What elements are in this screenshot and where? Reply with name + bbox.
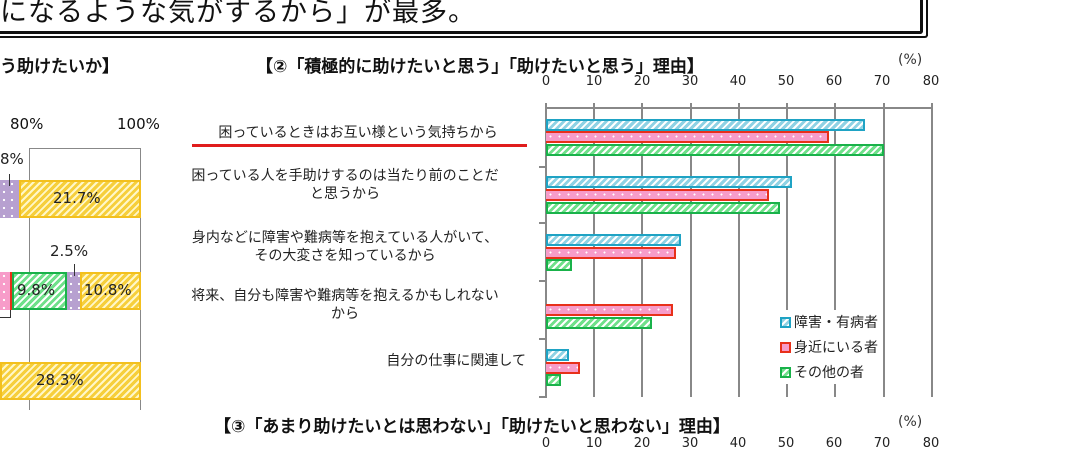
bar-close-group5 xyxy=(546,362,580,374)
tick-label: 10 xyxy=(585,436,603,451)
tick-label: 0 xyxy=(541,74,551,89)
chart1-tick-100: 100% xyxy=(117,115,160,133)
tick-label: 50 xyxy=(777,74,795,89)
frame-border xyxy=(0,28,928,38)
gridline xyxy=(834,103,836,397)
gridline xyxy=(883,103,885,397)
callout-label: 2.5% xyxy=(50,242,89,260)
tick-label: 70 xyxy=(873,436,891,451)
segment-yellow xyxy=(19,180,141,218)
category-text: から xyxy=(331,306,359,322)
frame-border xyxy=(0,24,923,34)
segment-pink xyxy=(0,272,12,310)
bar-other-group2 xyxy=(546,202,780,214)
gridline xyxy=(690,103,692,397)
category-tick xyxy=(539,166,547,168)
tick-label: 70 xyxy=(873,74,891,89)
bar-disabled-group2 xyxy=(546,176,792,188)
gridline xyxy=(931,103,933,397)
tick-label: 80 xyxy=(922,74,940,89)
category-text: 自分の仕事に関連して xyxy=(386,353,526,369)
category-label: 将来、自分も障害や難病等を抱えるかもしれない から xyxy=(160,287,530,323)
category-tick xyxy=(539,396,547,398)
tick-label: 40 xyxy=(729,436,747,451)
legend-swatch-cyan xyxy=(780,316,791,328)
segment-yellow xyxy=(0,362,141,400)
tick-label: 60 xyxy=(825,436,843,451)
segment-purple xyxy=(67,272,80,310)
bar-close-group2 xyxy=(546,189,769,201)
tick-label: 30 xyxy=(681,74,699,89)
legend-label: 障害・有病者 xyxy=(794,315,878,331)
legend-label: 身近にいる者 xyxy=(794,340,878,356)
bar-disabled-group1 xyxy=(546,119,865,131)
tick-label: 10 xyxy=(585,74,603,89)
bar-other-group1 xyxy=(546,144,884,156)
callout-line xyxy=(9,174,10,186)
legend-item-disabled: 障害・有病者 xyxy=(780,312,878,332)
gridline xyxy=(738,103,740,397)
tick-label: 80 xyxy=(922,436,940,451)
bar-disabled-group3 xyxy=(546,234,681,246)
chart2-legend: 障害・有病者 身近にいる者 その他の者 xyxy=(778,310,880,384)
tick-label: 50 xyxy=(777,436,795,451)
callout-line xyxy=(74,264,75,276)
bar-other-group3 xyxy=(546,259,572,271)
bar-close-group1 xyxy=(546,131,829,143)
segment-label: 21.7% xyxy=(53,189,101,207)
tick-label: 20 xyxy=(633,74,651,89)
bar-disabled-group5 xyxy=(546,349,569,361)
legend-swatch-green xyxy=(780,366,791,378)
tick-label: 40 xyxy=(729,74,747,89)
legend-item-close: 身近にいる者 xyxy=(780,337,878,357)
category-text: 困っているときはお互い様という気持ちから xyxy=(218,125,498,141)
segment-label: 28.3% xyxy=(36,371,84,389)
category-tick xyxy=(539,222,547,224)
legend-swatch-pink xyxy=(780,341,791,353)
category-text: と思うから xyxy=(310,186,380,202)
category-label: 困っているときはお互い様という気持ちから xyxy=(190,124,526,142)
category-tick xyxy=(539,338,547,340)
tick-label: 20 xyxy=(633,436,651,451)
segment-label: 10.8% xyxy=(84,281,132,299)
chart3-unit: (%) xyxy=(898,414,923,430)
headline-text: になるような気がするから」が最多。 xyxy=(0,0,476,28)
category-text: 身内などに障害や難病等を抱えている人がいて、 xyxy=(191,230,499,246)
segment-green xyxy=(12,272,67,310)
category-text: 困っている人を手助けするのは当たり前のことだ xyxy=(191,168,499,184)
chart2-unit: (%) xyxy=(898,52,923,68)
bar-other-group5 xyxy=(546,374,561,386)
category-label: 身内などに障害や難病等を抱えている人がいて、 その大変さを知っているから xyxy=(160,229,530,265)
gridline xyxy=(786,103,788,397)
chart1-axis xyxy=(29,148,140,149)
chart1-tick-80: 80% xyxy=(10,115,44,133)
category-label: 自分の仕事に関連して xyxy=(300,352,526,370)
legend-label: その他の者 xyxy=(794,365,864,381)
callout-bracket xyxy=(0,310,11,318)
bar-other-group4 xyxy=(546,317,652,329)
legend-item-other: その他の者 xyxy=(780,362,878,382)
segment-purple xyxy=(0,180,19,218)
bar-close-group4 xyxy=(546,304,673,316)
chart1-title: う助けたいか】 xyxy=(0,57,119,77)
category-label: 困っている人を手助けするのは当たり前のことだ と思うから xyxy=(160,167,530,203)
chart3-title: 【③「あまり助けたいとは思わない」「助けたいと思わない」理由】 xyxy=(214,417,730,437)
tick-label: 60 xyxy=(825,74,843,89)
frame-border xyxy=(920,0,923,30)
bar-close-group3 xyxy=(546,247,676,259)
highlight-underline xyxy=(192,144,527,147)
tick-label: 30 xyxy=(681,436,699,451)
category-text: 将来、自分も障害や難病等を抱えるかもしれない xyxy=(191,288,499,304)
segment-label: 9.8% xyxy=(17,281,56,299)
callout-label: 8% xyxy=(0,150,24,168)
category-tick xyxy=(539,280,547,282)
segment-yellow xyxy=(80,272,141,310)
category-text: その大変さを知っているから xyxy=(254,248,436,264)
chart2-title: 【②「積極的に助けたいと思う」「助けたいと思う」理由】 xyxy=(256,57,704,77)
tick-label: 0 xyxy=(541,436,551,451)
frame-border xyxy=(926,0,928,36)
